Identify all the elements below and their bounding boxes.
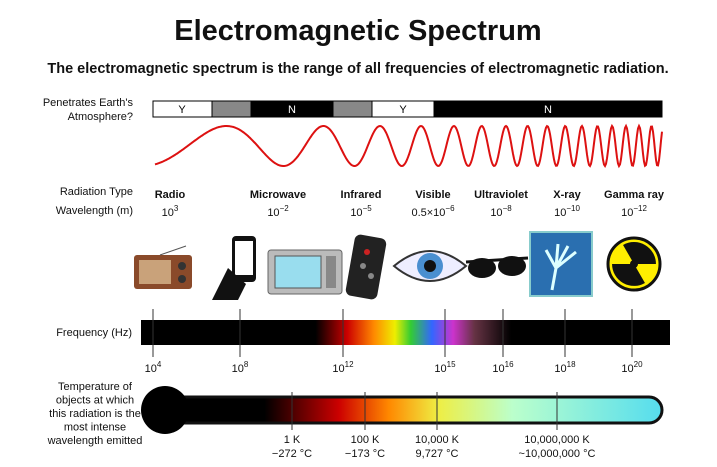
phone-icon [212,236,256,300]
wavelength-exponent: −5 [363,204,373,213]
wavelength-base: 10 [162,207,174,219]
band-name: Gamma ray [604,189,665,201]
frequency-tick-label-exponent: 4 [157,360,162,369]
wavelength-label: Wavelength (m) [56,205,133,217]
frequency-tick-label: 1020 [621,360,643,375]
frequency-tick-label: 1016 [492,360,514,375]
wavelength-base: 10 [621,207,633,219]
temperature-label: this radiation is the [49,408,141,420]
frequency-tick-label-exponent: 18 [567,360,576,369]
title: Electromagnetic Spectrum [174,15,541,47]
kelvin-label: 10,000,000 K [524,434,590,446]
frequency-label: Frequency (Hz) [56,327,132,339]
wavelength-exponent: 3 [174,204,179,213]
band-name: Radio [155,189,186,201]
wavelength-exponent: −12 [633,204,647,213]
subtitle: The electromagnetic spectrum is the rang… [47,61,668,77]
wavelength: 10−8 [490,204,512,219]
band-name: X-ray [553,189,581,201]
wavelength: 10−2 [267,204,289,219]
xray-icon [529,231,593,297]
atmosphere-segment-label: N [544,104,552,116]
temperature-label: Temperature of [58,381,133,393]
segment [433,100,663,118]
wavelength: 10−5 [350,204,372,219]
eye-icon [392,250,468,282]
frequency-tick-label-base: 10 [434,363,446,375]
frequency-tick-label: 108 [232,360,249,375]
wavelength-exponent: −10 [566,204,580,213]
radiation-icon [606,236,662,292]
wavelength-exponent: −2 [280,204,290,213]
atmosphere-segment-label: Y [399,104,407,116]
frequency-tick-label-exponent: 16 [505,360,514,369]
celsius-label: 9,727 °C [416,448,459,460]
wavelength-base: 0.5×10 [411,207,445,219]
frequency-tick-label: 104 [145,360,162,375]
wavelength-base: 10 [267,207,279,219]
frequency-tick-label-base: 10 [232,363,244,375]
frequency-tick-label-exponent: 8 [244,360,249,369]
kelvin-label: 100 K [351,434,380,446]
temperature-label: objects at which [56,395,134,407]
atmosphere-bar [152,100,663,118]
frequency-tick-label-exponent: 12 [345,360,354,369]
wavelength: 103 [162,204,179,219]
radio-icon [134,245,192,289]
celsius-label: −173 °C [345,448,385,460]
band-name: Visible [415,189,450,201]
kelvin-label: 10,000 K [415,434,460,446]
atmosphere-label: Atmosphere? [68,111,133,123]
wavelength-exponent: −6 [445,204,455,213]
segment [211,100,252,118]
celsius-label: −272 °C [272,448,312,460]
celsius-label: ~10,000,000 °C [519,448,596,460]
temperature-label: most intense [64,422,126,434]
wavelength-base: 10 [490,207,502,219]
frequency-tick-label-exponent: 20 [634,360,643,369]
band-name: Microwave [250,189,306,201]
atmosphere-segment-label: Y [178,104,186,116]
frequency-tick-label: 1015 [434,360,456,375]
radiation-type-label: Radiation Type [60,186,133,198]
band-name: Infrared [341,189,382,201]
kelvin-label: 1 K [284,434,301,446]
frequency-tick-label: 1012 [332,360,354,375]
remote-icon [345,234,387,300]
wave [154,123,663,169]
thermometer [141,386,664,434]
microwave-icon [267,249,343,295]
frequency-tick-label-base: 10 [621,363,633,375]
frequency-tick-label: 1018 [554,360,576,375]
frequency-tick-label-base: 10 [332,363,344,375]
atmosphere-segment-label: N [288,104,296,116]
wavelength: 10−12 [621,204,647,219]
wavelength-base: 10 [350,207,362,219]
frequency-bar [141,320,670,345]
frequency-tick-label-exponent: 15 [447,360,456,369]
band-name: Ultraviolet [474,189,528,201]
wavelength: 0.5×10−6 [411,204,455,219]
frequency-tick-label-base: 10 [554,363,566,375]
atmosphere-label: Penetrates Earth's [43,97,134,109]
wavelength: 10−10 [554,204,580,219]
temperature-label: wavelength emitted [47,435,143,447]
segment [332,100,373,118]
wavelength-exponent: −8 [503,204,513,213]
wavelength-base: 10 [554,207,566,219]
frequency-tick-label-base: 10 [492,363,504,375]
frequency-tick-label-base: 10 [145,363,157,375]
sunglasses-icon [465,256,529,278]
